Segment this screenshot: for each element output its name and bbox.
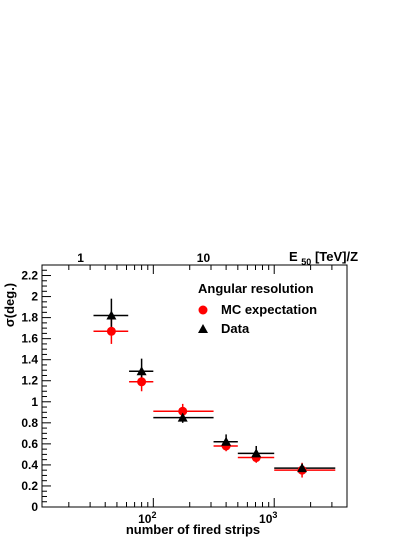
data-point-data — [136, 366, 147, 376]
top-axis-title-main: E — [289, 249, 298, 264]
data-point-data — [297, 463, 308, 473]
x-tick-label: 103 — [259, 510, 277, 526]
y-tick-label: 0.2 — [21, 479, 38, 493]
y-tick-label: 0 — [31, 500, 38, 514]
y-tick-label: 2 — [31, 290, 38, 304]
top-tick-label: 10 — [197, 251, 211, 265]
data-point-mc-expectation — [106, 326, 116, 336]
y-tick-label: 0.8 — [21, 416, 38, 430]
markers-layer — [106, 310, 308, 475]
legend: Angular resolution MC expectation Data — [198, 281, 317, 336]
y-tick-label: 0.6 — [21, 437, 38, 451]
data-point-data — [221, 436, 232, 446]
y-axis-title: σ(deg.) — [2, 283, 17, 327]
y-tick-label: 0.4 — [21, 458, 38, 472]
legend-label-data: Data — [221, 321, 250, 336]
top-tick-label: 1 — [77, 251, 84, 265]
legend-marker-data — [198, 324, 208, 333]
legend-label-mc-expectation: MC expectation — [221, 302, 317, 317]
y-tick-label: 1.8 — [21, 311, 38, 325]
x-tick-label-base: 10 — [259, 512, 273, 526]
y-tick-label: 1.4 — [21, 353, 38, 367]
legend-marker-mc-expectation — [198, 305, 208, 315]
top-axis-title-sub: 50 — [301, 257, 311, 267]
legend-title: Angular resolution — [198, 281, 314, 296]
y-tick-label: 1.2 — [21, 374, 38, 388]
data-point-mc-expectation — [137, 377, 147, 387]
data-point-data — [106, 310, 117, 320]
y-tick-label: 2.2 — [21, 269, 38, 283]
top-axis-title: E 50 [TeV]/Z — [289, 249, 358, 268]
x-tick-label-exponent: 3 — [272, 510, 277, 520]
data-point-data — [251, 448, 262, 458]
y-tick-label: 1.6 — [21, 332, 38, 346]
x-axis-title: number of fired strips — [126, 522, 260, 537]
top-axis-title-rest: [TeV]/Z — [315, 249, 358, 264]
data-point-mc-expectation — [178, 406, 188, 416]
x-tick-label-base: 10 — [138, 512, 152, 526]
y-tick-label: 1 — [31, 395, 38, 409]
x-tick-label: 102 — [138, 510, 156, 526]
x-tick-label-exponent: 2 — [151, 510, 156, 520]
data-point-data — [177, 412, 188, 422]
